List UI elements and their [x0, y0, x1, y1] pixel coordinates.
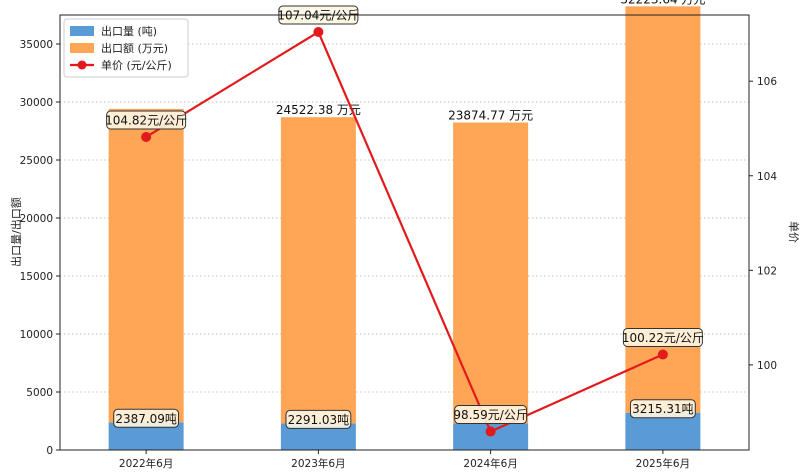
y2-tick-label: 102	[757, 265, 777, 277]
amount-label: 24522.38 万元	[276, 103, 361, 117]
y-tick-label: 30000	[20, 97, 53, 109]
price-point	[141, 131, 152, 142]
y-axis-label: 出口量/出口额	[9, 197, 23, 267]
price-line: 104.82元/公斤 107.04元/公斤 98.59元/公斤 100.22元/公斤	[105, 5, 704, 437]
price-label-box	[622, 327, 703, 347]
amount-label: 23874.77 万元	[448, 109, 533, 123]
y-tick-label: 25000	[20, 155, 53, 167]
x-tick-label: 2023年6月	[291, 457, 345, 470]
legend-label: 出口额 (万元)	[101, 41, 168, 55]
legend-item: 出口量 (吨)	[70, 24, 157, 38]
axes: 0 5000 10000 15000 20000 25000 30000 35000 100 10…	[20, 14, 777, 470]
legend-box	[63, 18, 189, 78]
price-point	[313, 27, 324, 38]
price-label: 104.82元/公斤	[105, 110, 187, 130]
volume-label-text: 2387.09吨	[115, 412, 177, 426]
price-label-text: 104.82元/公斤	[105, 113, 187, 127]
bars	[108, 6, 701, 450]
price-label-box	[454, 405, 528, 425]
volume-label-text: 3215.31吨	[632, 402, 694, 416]
bar-labels: 24522.38 万元 23874.77 万元 32223.64 万元 2387.09…	[113, 0, 705, 429]
price-line-path	[145, 30, 664, 434]
y-tick-label: 15000	[20, 271, 53, 283]
price-label: 98.59元/公斤	[453, 405, 528, 425]
bar-volume	[625, 412, 701, 450]
price-label-text: 107.04元/公斤	[277, 9, 359, 23]
y2-axis-label: 单价	[787, 221, 800, 243]
x-tick-label: 2022年6月	[119, 457, 173, 470]
price-label-text: 98.59元/公斤	[453, 408, 527, 422]
price-point	[485, 426, 496, 437]
price-label: 100.22元/公斤	[622, 327, 704, 347]
volume-label-text: 2291.03吨	[288, 413, 350, 427]
volume-label-box	[629, 399, 696, 419]
grid	[60, 43, 749, 393]
legend: 出口量 (吨) 出口额 (万元) 单价 (元/公斤)	[63, 18, 189, 78]
legend-item: 单价 (元/公斤)	[70, 59, 172, 72]
bar-amount	[108, 108, 184, 423]
y-tick-label: 10000	[20, 329, 53, 341]
bar-amount	[453, 122, 529, 424]
y-tick-label: 5000	[26, 387, 53, 399]
volume-label-box	[285, 409, 352, 429]
volume-label: 2291.03吨	[285, 409, 352, 429]
legend-label: 出口量 (吨)	[101, 24, 157, 38]
volume-label: 2387.09吨	[113, 408, 180, 428]
y2-tick-label: 106	[757, 76, 777, 88]
legend-swatch	[70, 43, 94, 53]
x-tick-label: 2024年6月	[463, 457, 517, 470]
bar-amount	[280, 117, 356, 424]
y-tick-label: 20000	[20, 213, 53, 225]
plot-frame	[59, 14, 750, 451]
y-tick-label: 0	[46, 445, 53, 457]
legend-swatch	[70, 26, 94, 36]
y2-tick-label: 104	[757, 171, 777, 183]
y2-tick-label: 100	[757, 360, 777, 372]
amount-label: 32223.64 万元	[620, 0, 705, 6]
legend-label: 单价 (元/公斤)	[101, 59, 172, 72]
x-tick-label: 2025年6月	[636, 457, 690, 470]
y-tick-label: 35000	[20, 39, 53, 51]
legend-item: 出口额 (万元)	[70, 41, 168, 55]
legend-marker	[77, 60, 87, 70]
volume-label: 3215.31吨	[629, 399, 696, 419]
price-point	[657, 349, 668, 360]
volume-label-box	[113, 408, 180, 428]
price-label-box	[106, 110, 187, 130]
price-label-text: 100.22元/公斤	[622, 331, 704, 345]
